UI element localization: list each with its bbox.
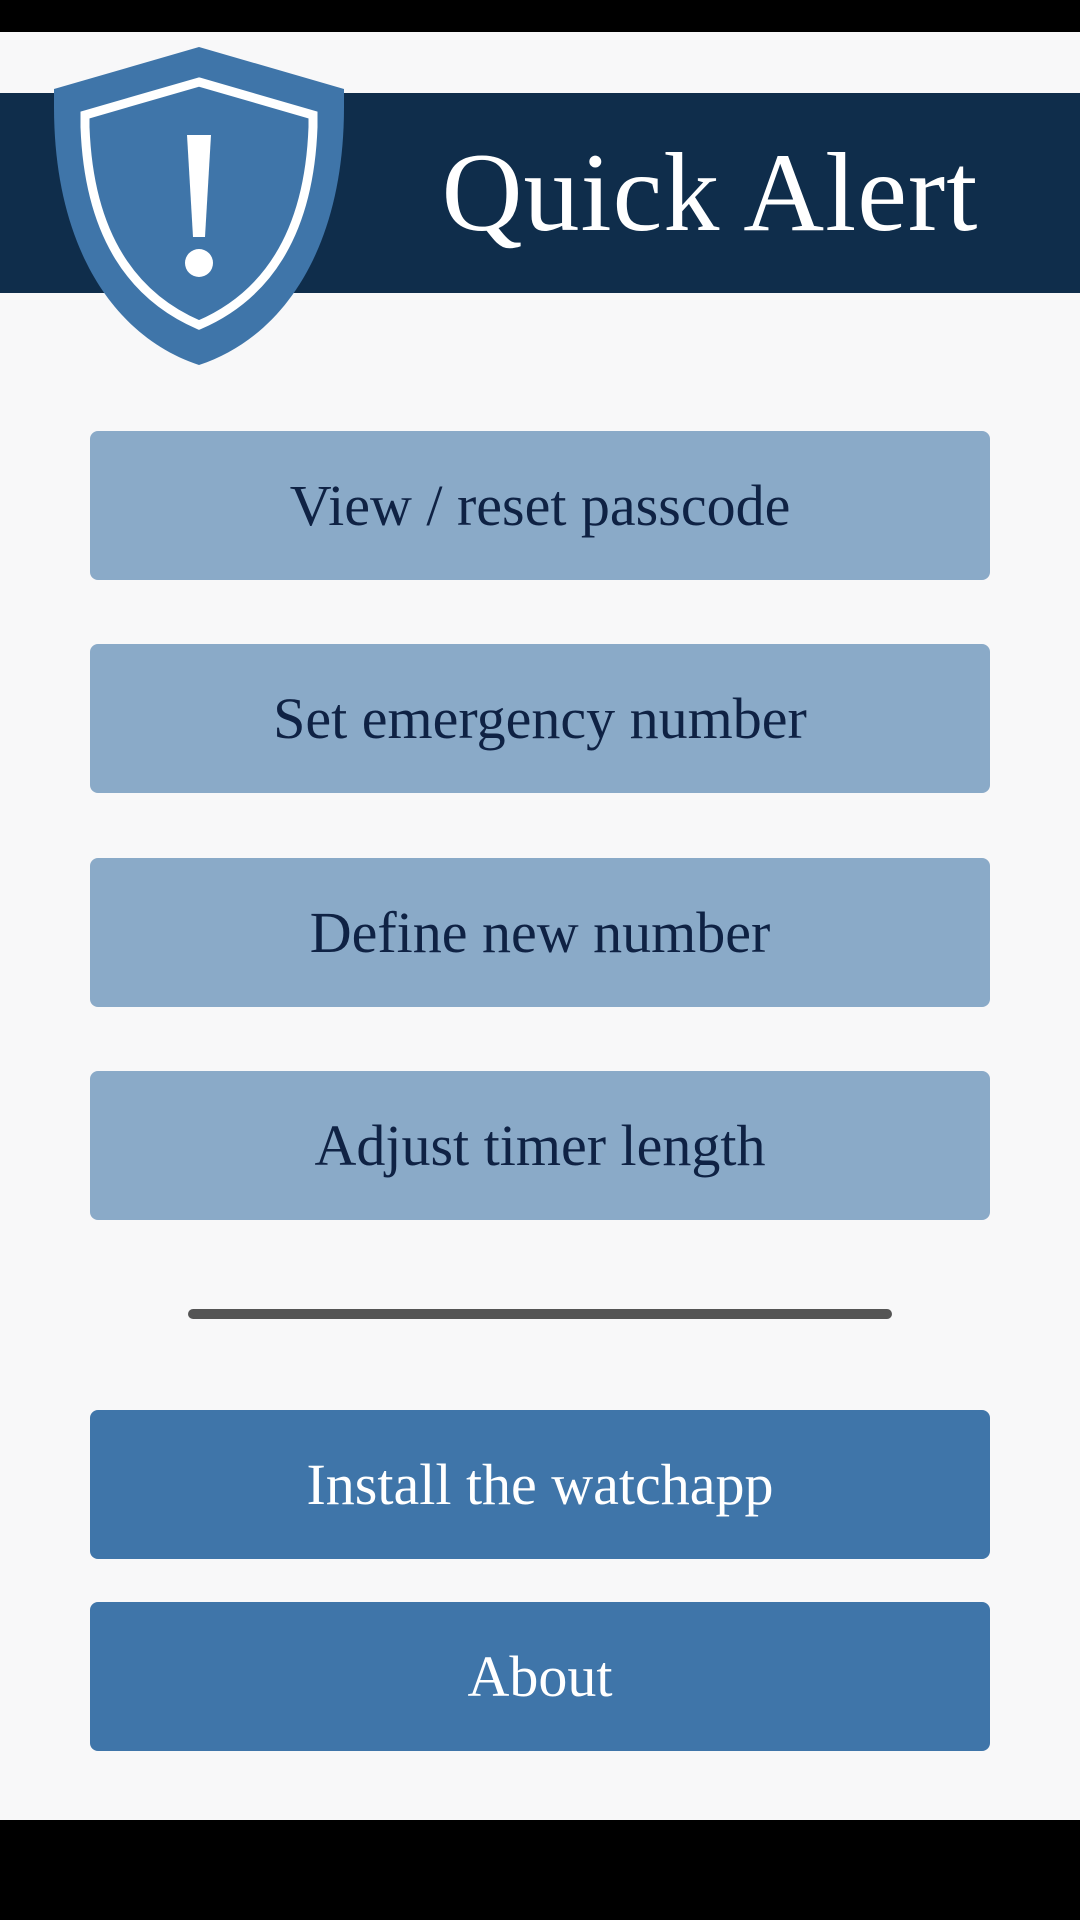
adjust-timer-length-button[interactable]: Adjust timer length <box>90 1071 990 1220</box>
define-new-number-button[interactable]: Define new number <box>90 858 990 1007</box>
about-button[interactable]: About <box>90 1602 990 1751</box>
app-screen: Quick Alert View / reset passcode Set em… <box>0 32 1080 1820</box>
view-reset-passcode-button[interactable]: View / reset passcode <box>90 431 990 580</box>
navigation-bar <box>0 1820 1080 1920</box>
divider <box>188 1309 892 1319</box>
app-title: Quick Alert <box>441 130 979 255</box>
set-emergency-number-button[interactable]: Set emergency number <box>90 644 990 793</box>
shield-exclamation-icon <box>54 47 344 365</box>
status-bar <box>0 0 1080 32</box>
install-watchapp-button[interactable]: Install the watchapp <box>90 1410 990 1559</box>
